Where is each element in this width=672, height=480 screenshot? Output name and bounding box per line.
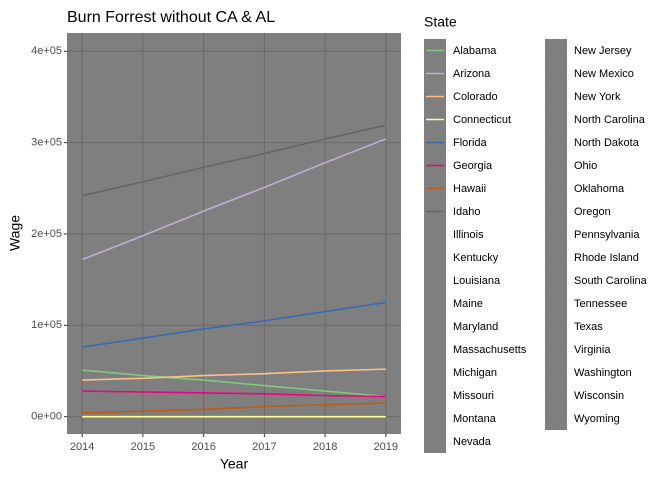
legend-label: Alabama [453,45,497,57]
legend-label: Connecticut [453,114,511,126]
legend-label: South Carolina [574,275,648,287]
legend-label: Idaho [453,206,481,218]
legend-label: Massachusetts [453,344,527,356]
legend-label: New York [574,91,621,103]
legend-label: Florida [453,137,488,149]
x-tick-label: 2016 [191,441,215,453]
legend-label: Arizona [453,68,491,80]
legend-label: Nevada [453,436,492,448]
legend-label: Tennessee [574,298,627,310]
y-tick-label: 1e+05 [31,319,62,331]
legend-label: Ohio [574,160,597,172]
x-tick-label: 2018 [313,441,337,453]
series-line [82,301,386,349]
legend-label: Wyoming [574,413,620,425]
x-tick-label: 2015 [131,441,155,453]
legend-title: State [424,14,457,30]
legend-label: Oregon [574,206,611,218]
legend-label: New Mexico [574,68,634,80]
legend-label: Maine [453,298,483,310]
series-line [82,402,386,414]
legend-label: Texas [574,321,603,333]
x-tick-label: 2014 [70,441,94,453]
legend-label: Missouri [453,390,494,402]
y-tick-label: 0e+00 [31,411,62,423]
series-line [82,368,386,381]
legend-label: North Dakota [574,137,640,149]
x-tick-label: 2017 [252,441,276,453]
legend-label: Georgia [453,160,493,172]
legend-label: Montana [453,413,497,425]
series-line [82,369,386,398]
legend-label: Michigan [453,367,497,379]
y-tick-label: 2e+05 [31,228,62,240]
legend-label: Oklahoma [574,183,625,195]
x-tick-label: 2019 [374,441,398,453]
x-axis-title: Year [220,456,249,472]
series-line [81,138,387,261]
y-tick-label: 3e+05 [31,137,62,149]
legend-label: Washington [574,367,632,379]
legend-label: New Jersey [574,45,632,57]
legend-label: Louisiana [453,275,501,287]
series-line [82,124,386,197]
legend-label: Kentucky [453,252,499,264]
y-tick-label: 4e+05 [31,45,62,57]
series-line [82,390,386,398]
y-axis-title: Wage [7,215,23,251]
legend-label: Hawaii [453,183,486,195]
legend-label: Illinois [453,229,484,241]
legend-label: Pennsylvania [574,229,640,241]
legend-label: North Carolina [574,114,646,126]
legend-label: Rhode Island [574,252,639,264]
legend-label: Colorado [453,91,498,103]
chart-title: Burn Forrest without CA & AL [67,9,275,26]
legend-label: Wisconsin [574,390,624,402]
legend-label: Maryland [453,321,498,333]
legend-label: Virginia [574,344,611,356]
